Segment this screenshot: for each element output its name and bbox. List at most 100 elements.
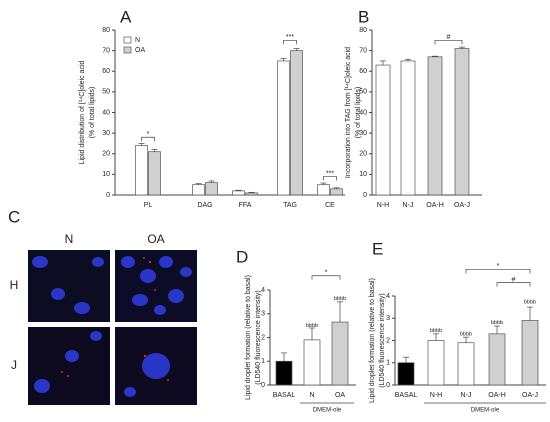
x-tick-label: BASAL: [273, 392, 296, 399]
bar: [245, 192, 258, 196]
nuclei: [32, 256, 192, 397]
x-tick-label: PL: [144, 202, 153, 209]
bar: [148, 151, 161, 196]
bar: [375, 64, 391, 196]
significance-label: *: [325, 270, 328, 277]
bar: [331, 321, 349, 386]
column-label: N: [65, 232, 74, 246]
error-bar: [432, 55, 438, 57]
bar: [454, 48, 470, 196]
error-bar: [494, 325, 500, 334]
significance-label: bbbb: [524, 300, 536, 306]
significance-bracket: [323, 176, 337, 181]
y-tick-label: 2: [386, 337, 390, 344]
x-tick-label: OA-J: [454, 202, 470, 209]
significance-label: bbbb: [460, 331, 472, 337]
error-bar: [138, 143, 145, 146]
x-tick-label: N-J: [403, 202, 414, 209]
panel: B 0 10 20 30 40 50 60 70 80 Incorporation into TAG…: [345, 7, 482, 209]
significance-label: bbbb: [334, 296, 346, 302]
legend-swatch: [123, 36, 132, 44]
bar: [303, 339, 321, 386]
significance-label: ***: [286, 34, 294, 41]
y-tick-label: 50: [102, 89, 110, 96]
panel-letter: A: [120, 7, 132, 26]
bar: [457, 342, 475, 386]
y-tick-label: 80: [102, 27, 110, 34]
significance-label: #: [512, 276, 516, 283]
y-tick-label: 0: [363, 192, 367, 199]
x-tick-label: N-H: [377, 202, 389, 209]
x-tick-label: FFA: [239, 202, 252, 209]
y-axis-label: Lipid droplet formation (relative to bas…: [369, 278, 376, 403]
y-tick-label: 40: [359, 109, 367, 116]
x-tick-label: N-H: [430, 392, 442, 399]
error-bar: [248, 191, 255, 193]
y-tick-label: 60: [102, 68, 110, 75]
y-tick-label: 0: [106, 192, 110, 199]
bar: [135, 145, 148, 196]
error-bar: [309, 327, 315, 340]
error-bar: [281, 352, 287, 362]
error-bar: [333, 187, 340, 189]
y-tick-label: 1: [261, 358, 265, 365]
y-tick-label: 70: [359, 47, 367, 54]
row-label: J: [11, 358, 17, 372]
significance-label: bbbb: [430, 328, 442, 334]
x-tick-label: OA: [335, 392, 345, 399]
y-axis-label: (LD540 fluorescence intensity): [379, 293, 386, 388]
bar: [290, 50, 303, 196]
y-tick-label: 80: [359, 27, 367, 34]
error-bar: [208, 180, 215, 183]
y-tick-label: 4: [386, 293, 390, 300]
significance-bracket: [283, 39, 297, 45]
significance-bracket: [496, 282, 531, 287]
bar: [521, 320, 539, 386]
error-bar: [403, 356, 409, 363]
x-tick-label: N-J: [461, 392, 472, 399]
y-tick-label: 40: [102, 109, 110, 116]
row-label: H: [10, 278, 19, 292]
legend-swatch: [123, 46, 132, 54]
y-axis-label: Incorporation into TAG from [¹⁴C]oleic a…: [345, 47, 352, 178]
significance-label: #: [447, 34, 451, 41]
significance-label: bbbb: [491, 320, 503, 326]
bar: [330, 188, 343, 196]
y-axis-label: (% of total lipids): [355, 87, 362, 139]
significance-bracket: [434, 39, 463, 45]
panel: D 0 1 2 3 4 Lipid droplet formation (relative …: [236, 247, 356, 414]
y-tick-label: 30: [102, 130, 110, 137]
group-label: DMEM-ole: [471, 408, 500, 414]
error-bar: [337, 301, 343, 323]
micrographs: [28, 250, 197, 405]
error-bar: [459, 46, 465, 49]
y-tick-label: 4: [261, 287, 265, 294]
error-bar: [463, 336, 469, 343]
x-tick-label: CE: [325, 202, 335, 209]
x-tick-label: N: [309, 392, 314, 399]
panel-letter: B: [358, 7, 369, 26]
y-tick-label: 20: [359, 151, 367, 158]
y-tick-label: 0: [386, 382, 390, 389]
significance-label: bbbb: [306, 323, 318, 329]
bar: [192, 184, 205, 196]
legend-label: N: [135, 37, 140, 44]
panel-letter: D: [236, 247, 248, 266]
bar: [275, 360, 293, 386]
legend-label: OA: [135, 47, 145, 54]
x-tick-label: TAG: [283, 202, 297, 209]
panel: A 0 10 20 30 40 50 60 70 80 Lipid distribution of …: [79, 7, 345, 209]
y-tick-label: 60: [359, 68, 367, 75]
x-tick-label: OA-H: [426, 202, 444, 209]
y-tick-label: 70: [102, 47, 110, 54]
y-tick-label: 0: [261, 382, 265, 389]
x-tick-label: OA-J: [522, 392, 538, 399]
error-bar: [405, 58, 411, 61]
bar: [205, 182, 218, 196]
significance-label: *: [147, 131, 150, 138]
significance-bracket: [465, 268, 531, 274]
bar: [397, 362, 415, 386]
significance-bracket: [311, 275, 341, 280]
error-bar: [195, 183, 202, 185]
